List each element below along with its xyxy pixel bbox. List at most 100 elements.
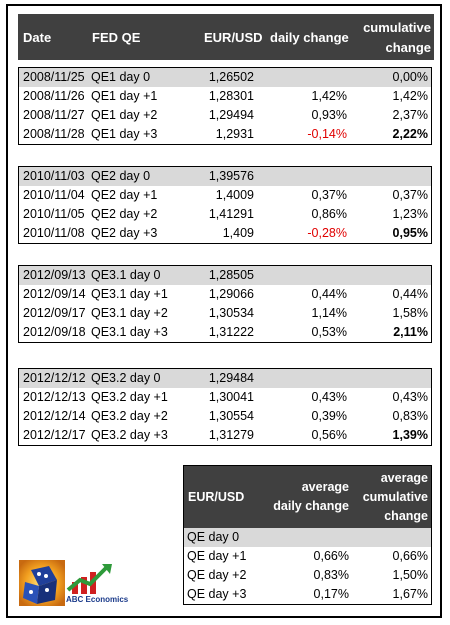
cumulative-change-cell: 0,00% <box>392 70 428 84</box>
price-cell: 1,29484 <box>208 371 254 385</box>
qe-cell: QE3.2 day +2 <box>91 409 168 423</box>
date-cell: 2012/12/17 <box>23 428 86 442</box>
daily-change-cell: 0,39% <box>311 409 347 423</box>
table-row: 2012/12/12 QE3.2 day 0 1,29484 <box>19 369 431 388</box>
price-cell: 1,28505 <box>208 268 254 282</box>
table-row: 2012/09/17 QE3.1 day +2 1,30534 1,14% 1,… <box>19 304 431 323</box>
daily-change-cell: 0,86% <box>311 207 347 221</box>
date-cell: 2012/12/14 <box>23 409 86 423</box>
qe-cell: QE3.2 day +3 <box>91 428 168 442</box>
qe-cell: QE2 day +1 <box>91 188 158 202</box>
price-cell: 1,29494 <box>208 108 254 122</box>
price-cell: 1,29066 <box>208 287 254 301</box>
cumulative-change-cell: 2,37% <box>392 108 428 122</box>
avg-row: QE day +3 0,17% 1,67% <box>184 585 431 604</box>
table-row: 2010/11/05 QE2 day +2 1,41291 0,86% 1,23… <box>19 205 431 224</box>
table-row: 2012/12/13 QE3.2 day +1 1,30041 0,43% 0,… <box>19 388 431 407</box>
qe32-block: 2012/12/12 QE3.2 day 0 1,29484 2012/12/1… <box>18 368 432 446</box>
price-cell: 1,28301 <box>208 89 254 103</box>
avg-header-average: average <box>301 480 349 494</box>
cumulative-change-cell: 2,11% <box>393 325 428 339</box>
avg-row: QE day +2 0,83% 1,50% <box>184 566 431 585</box>
table-row: 2008/11/25 QE1 day 0 1,26502 0,00% <box>19 68 431 87</box>
date-cell: 2010/11/03 <box>23 169 85 183</box>
header-fed-qe: FED QE <box>92 30 141 45</box>
avg-daily: 0,17% <box>313 587 349 601</box>
table-row: 2008/11/27 QE1 day +2 1,29494 0,93% 2,37… <box>19 106 431 125</box>
avg-label: QE day 0 <box>187 530 240 544</box>
qe-cell: QE3.1 day +3 <box>91 325 168 339</box>
table-row: 2010/11/08 QE2 day +3 1,409 -0,28% 0,95% <box>19 224 431 243</box>
cumulative-change-cell: 0,83% <box>392 409 428 423</box>
abc-economics-logo: ABC Economics <box>66 562 140 608</box>
header-daily-change: daily change <box>270 30 349 45</box>
date-cell: 2012/09/18 <box>23 325 86 339</box>
date-cell: 2010/11/05 <box>23 207 85 221</box>
daily-change-cell: 1,14% <box>311 306 347 320</box>
price-cell: 1,31222 <box>208 325 254 339</box>
daily-change-cell: -0,14% <box>307 127 347 141</box>
date-cell: 2010/11/08 <box>23 226 85 240</box>
table-row: 2012/09/13 QE3.1 day 0 1,28505 <box>19 266 431 285</box>
average-table: EUR/USD average daily change average cum… <box>183 465 432 605</box>
daily-change-cell: 0,43% <box>311 390 347 404</box>
daily-change-cell: -0,28% <box>307 226 347 240</box>
header-cumulative: cumulative <box>363 20 431 35</box>
qe1-block: 2008/11/25 QE1 day 0 1,26502 0,00% 2008/… <box>18 67 432 145</box>
daily-change-cell: 0,53% <box>311 325 347 339</box>
table-row: 2012/09/18 QE3.1 day +3 1,31222 0,53% 2,… <box>19 323 431 342</box>
date-cell: 2008/11/27 <box>23 108 85 122</box>
date-cell: 2012/09/13 <box>23 268 86 282</box>
cumulative-change-cell: 0,37% <box>392 188 428 202</box>
daily-change-cell: 0,37% <box>311 188 347 202</box>
header-date: Date <box>23 30 52 45</box>
price-cell: 1,2931 <box>215 127 254 141</box>
avg-header-eurusd: EUR/USD <box>188 490 245 504</box>
header-change: change <box>385 40 431 55</box>
price-cell: 1,30041 <box>208 390 254 404</box>
cumulative-change-cell: 0,43% <box>392 390 428 404</box>
qe-cell: QE1 day +3 <box>91 127 158 141</box>
avg-header-cumulative: cumulative <box>362 490 428 504</box>
avg-label: QE day +1 <box>187 549 247 563</box>
cumulative-change-cell: 0,44% <box>392 287 428 301</box>
table-row: 2010/11/04 QE2 day +1 1,4009 0,37% 0,37% <box>19 186 431 205</box>
date-cell: 2010/11/04 <box>23 188 85 202</box>
cumulative-change-cell: 0,95% <box>392 226 428 240</box>
qe31-block: 2012/09/13 QE3.1 day 0 1,28505 2012/09/1… <box>18 265 432 343</box>
growth-chart-icon <box>66 564 112 594</box>
date-cell: 2008/11/28 <box>23 127 85 141</box>
qe-cell: QE3.1 day +1 <box>91 287 168 301</box>
price-cell: 1,409 <box>222 226 254 240</box>
table-row: 2012/12/17 QE3.2 day +3 1,31279 0,56% 1,… <box>19 426 431 445</box>
date-cell: 2012/12/13 <box>23 390 86 404</box>
qe-cell: QE2 day +3 <box>91 226 158 240</box>
daily-change-cell: 0,93% <box>311 108 347 122</box>
avg-header-change: change <box>384 509 428 523</box>
cumulative-change-cell: 1,39% <box>392 428 428 442</box>
qe-cell: QE3.1 day +2 <box>91 306 168 320</box>
table-row: 2012/12/14 QE3.2 day +2 1,30554 0,39% 0,… <box>19 407 431 426</box>
qe-cell: QE3.2 day +1 <box>91 390 168 404</box>
table-row: 2010/11/03 QE2 day 0 1,39576 <box>19 167 431 186</box>
price-cell: 1,26502 <box>208 70 254 84</box>
qe2-block: 2010/11/03 QE2 day 0 1,39576 2010/11/04 … <box>18 166 432 244</box>
table-row: 2008/11/26 QE1 day +1 1,28301 1,42% 1,42… <box>19 87 431 106</box>
qe-cell: QE1 day 0 <box>91 70 151 84</box>
avg-label: QE day +2 <box>187 568 247 582</box>
date-cell: 2012/09/14 <box>23 287 86 301</box>
price-cell: 1,31279 <box>208 428 254 442</box>
price-cell: 1,39576 <box>208 169 254 183</box>
price-cell: 1,30554 <box>208 409 254 423</box>
price-cell: 1,4009 <box>215 188 254 202</box>
qe-cell: QE2 day 0 <box>91 169 151 183</box>
qe-cell: QE1 day +1 <box>91 89 158 103</box>
average-table-header: EUR/USD average daily change average cum… <box>184 466 431 528</box>
date-cell: 2008/11/26 <box>23 89 85 103</box>
qe-cell: QE3.2 day 0 <box>91 371 161 385</box>
price-cell: 1,30534 <box>208 306 254 320</box>
avg-daily: 0,66% <box>313 549 349 563</box>
qe-cell: QE3.1 day 0 <box>91 268 161 282</box>
avg-row: QE day 0 <box>184 528 431 547</box>
cumulative-change-cell: 2,22% <box>392 127 428 141</box>
